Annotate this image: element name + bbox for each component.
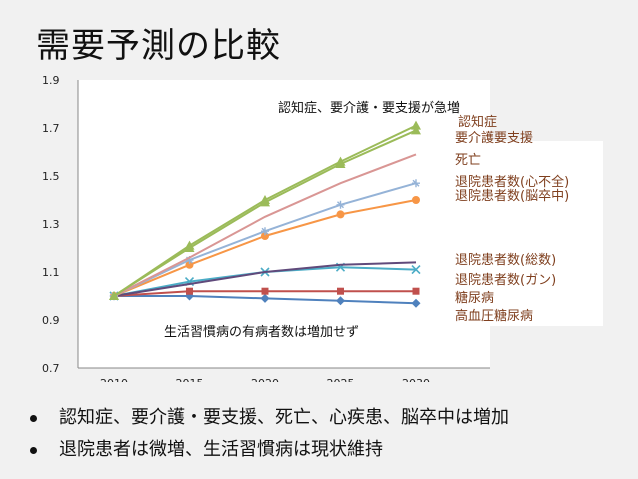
chart-container: 0.7 0.9 1.1 1.3 1.5 1.7 1.9 2010 2015 2020 2025 203…: [38, 66, 603, 382]
x-tick-label: 2010: [100, 377, 128, 382]
y-tick-label: 0.7: [42, 362, 60, 375]
y-tick-label: 1.1: [42, 266, 60, 279]
y-tick-label: 1.5: [42, 170, 60, 183]
data-point-marker: [413, 288, 420, 295]
slide-title: 需要予測の比較: [36, 18, 281, 67]
bullet-list: 認知症、要介護・要支援、死亡、心疾患、脳卒中は増加 退院患者は微増、生活習慣病は…: [30, 402, 509, 466]
chart-annotation: 認知症、要介護・要支援が急増: [278, 100, 460, 116]
data-point-marker: [186, 288, 193, 295]
legend-label: 退院患者数(ガン): [455, 273, 556, 288]
bullet-dot-icon: [30, 447, 37, 454]
legend-label: 退院患者数(総数): [455, 253, 556, 268]
data-point-marker: [337, 288, 344, 295]
data-point-marker: [412, 179, 420, 187]
y-tick-label: 1.3: [42, 218, 60, 231]
bullet-text: 退院患者は微増、生活習慣病は現状維持: [59, 434, 383, 466]
line-chart: 0.7 0.9 1.1 1.3 1.5 1.7 1.9 2010 2015 2020 2025 203…: [38, 66, 603, 382]
bullet-item: 認知症、要介護・要支援、死亡、心疾患、脳卒中は増加: [30, 402, 509, 434]
bullet-dot-icon: [30, 415, 37, 422]
legend-label: 退院患者数(心不全): [455, 174, 569, 190]
x-tick-label: 2020: [251, 377, 279, 382]
series-line: [114, 200, 416, 296]
data-point-marker: [412, 196, 420, 204]
legend-label: 糖尿病: [455, 290, 494, 306]
legend-label: 退院患者数(脳卒中): [455, 189, 569, 204]
legend-label: 認知症: [458, 114, 497, 130]
bullet-item: 退院患者は微増、生活習慣病は現状維持: [30, 434, 509, 466]
data-point-marker: [337, 210, 345, 218]
data-point-marker: [412, 299, 421, 308]
data-point-marker: [337, 201, 345, 209]
y-tick-label: 0.9: [42, 314, 60, 327]
data-point-marker: [261, 294, 270, 303]
x-tick-label: 2025: [327, 377, 355, 382]
legend-label: 死亡: [455, 153, 481, 168]
legend-label: 要介護要支援: [455, 130, 533, 146]
bullet-text: 認知症、要介護・要支援、死亡、心疾患、脳卒中は増加: [59, 402, 509, 434]
x-tick-label: 2015: [176, 377, 204, 382]
chart-annotation: 生活習慣病の有病者数は増加せず: [164, 324, 359, 340]
data-point-marker: [262, 288, 269, 295]
legend-label: 高血圧糖尿病: [455, 308, 533, 324]
data-point-marker: [336, 296, 345, 305]
y-tick-label: 1.9: [42, 74, 60, 87]
x-tick-label: 2030: [402, 377, 430, 382]
y-tick-label: 1.7: [42, 122, 60, 135]
